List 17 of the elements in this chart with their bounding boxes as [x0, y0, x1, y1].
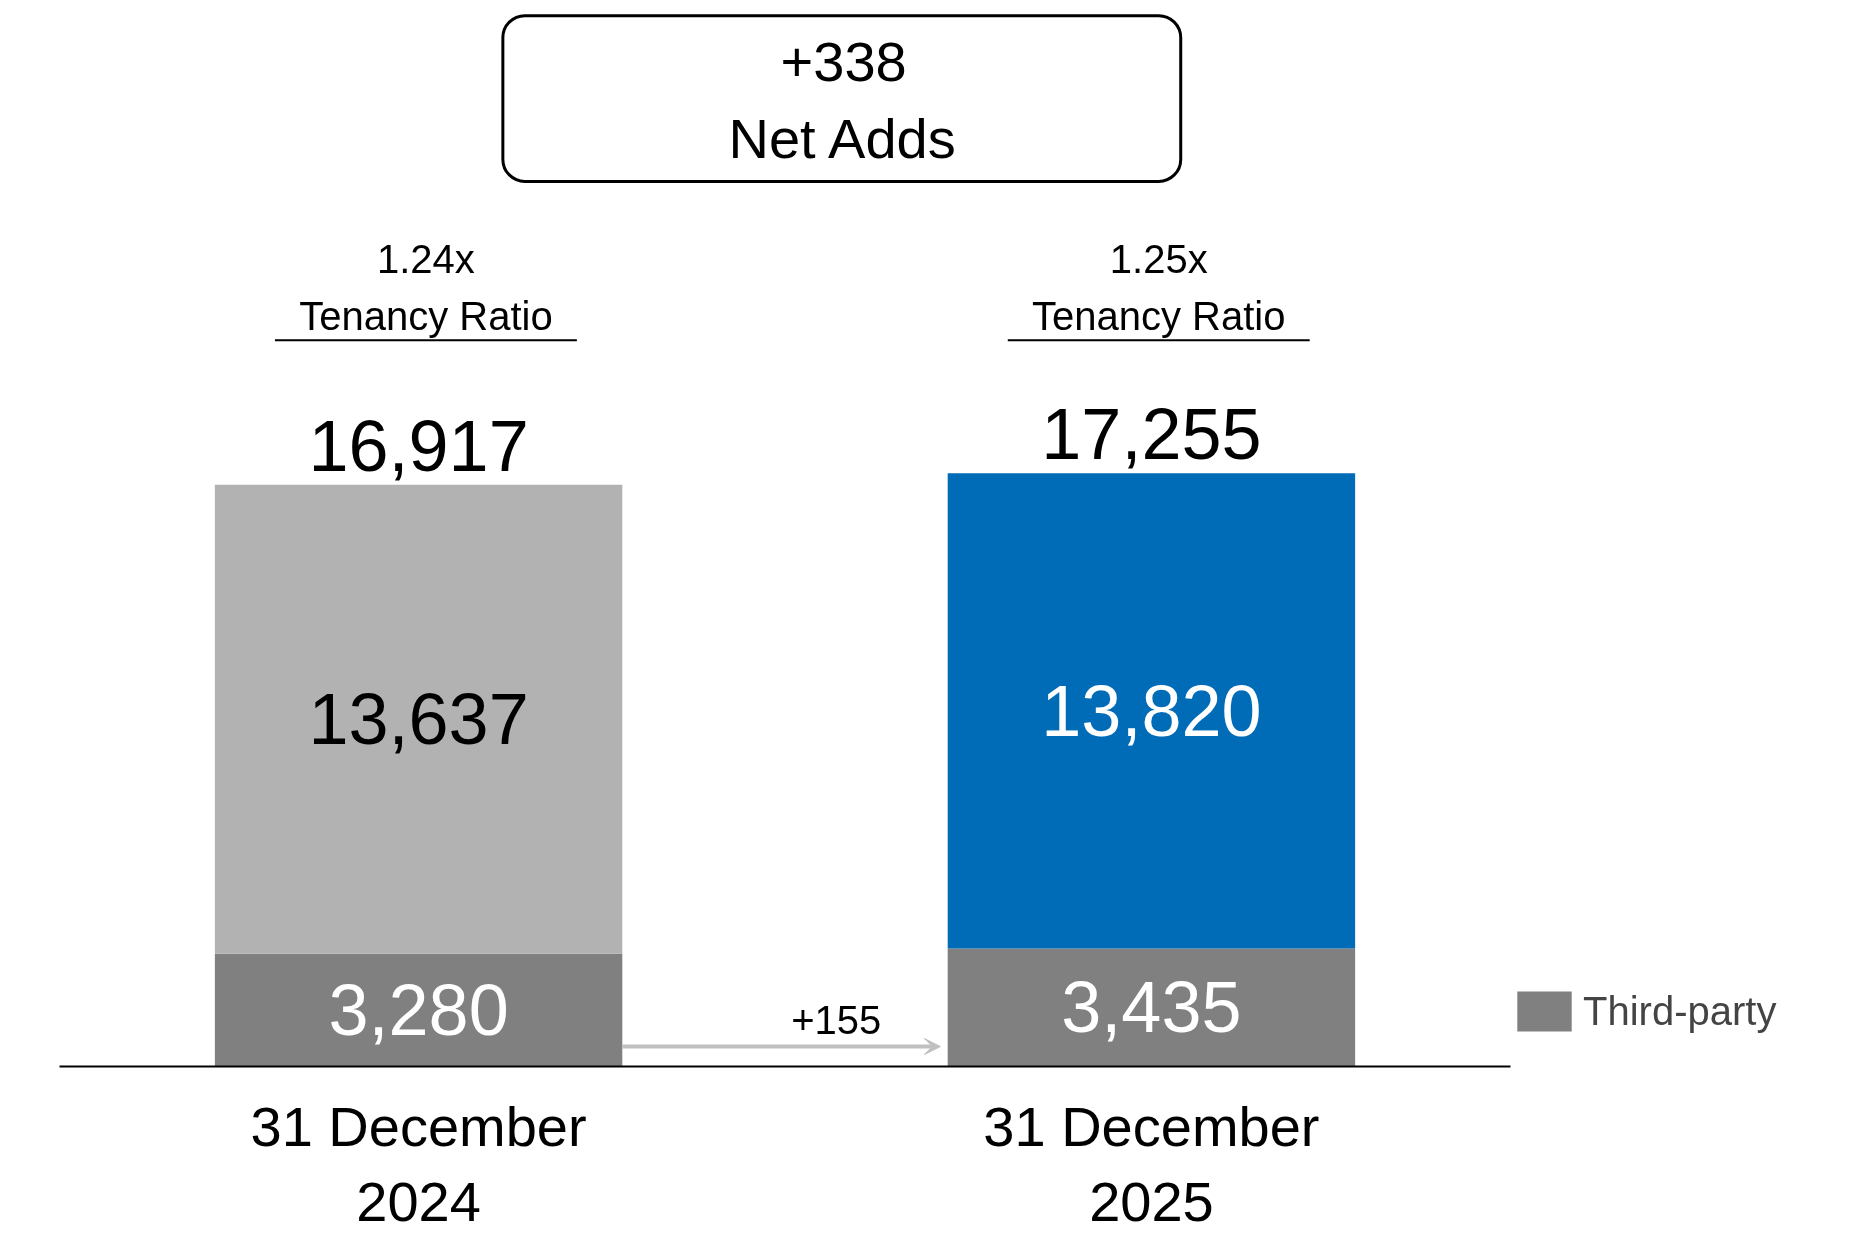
bar [214, 953, 623, 1067]
total-label: 17,255 [1041, 394, 1262, 475]
bar [947, 948, 1356, 1067]
text: 1.25x Tenancy Ratio [1032, 237, 1286, 339]
x-tick-label: 31 December 2025 [983, 1094, 1320, 1234]
legend-label: Third-party [1583, 988, 1777, 1034]
data-label: 3,435 [1061, 967, 1242, 1048]
bar [947, 473, 1356, 949]
data-label: 13,820 [1041, 670, 1262, 751]
text: +338 Net Adds [728, 29, 956, 170]
data-label: 13,637 [308, 679, 529, 760]
x-tick-label: 31 December 2024 [250, 1094, 587, 1234]
bar [214, 484, 623, 954]
annotation: +155 [791, 997, 882, 1042]
data-label: 3,280 [328, 970, 509, 1051]
text: 1.24x Tenancy Ratio [299, 237, 553, 339]
total-label: 16,917 [308, 405, 529, 486]
